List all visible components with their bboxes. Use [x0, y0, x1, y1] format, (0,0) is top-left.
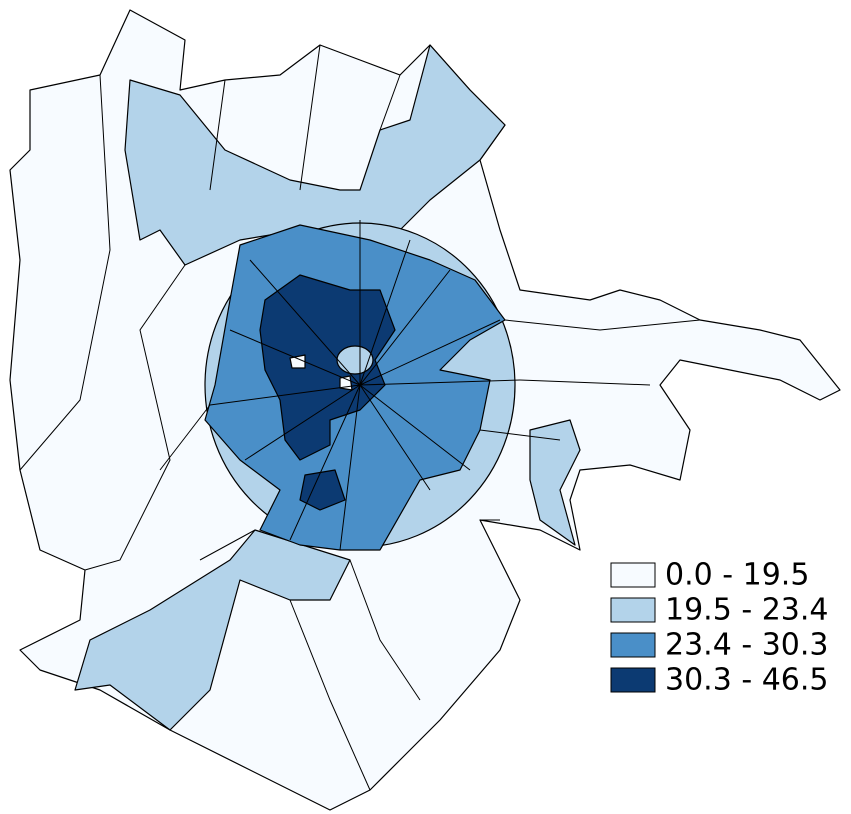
- legend-swatch: [610, 667, 656, 693]
- legend-swatch: [610, 632, 656, 658]
- districts: [9, 9, 841, 811]
- legend-label: 23.4 - 30.3: [665, 628, 829, 663]
- border: [209, 220, 521, 551]
- district: [336, 345, 374, 375]
- district: [259, 274, 396, 461]
- district: [299, 469, 346, 511]
- district: [124, 44, 506, 266]
- district: [289, 354, 306, 369]
- legend: 0.0 - 19.519.5 - 23.423.4 - 30.330.3 - 4…: [610, 558, 829, 698]
- district: [74, 529, 351, 731]
- legend-label: 0.0 - 19.5: [665, 558, 809, 593]
- legend-label: 19.5 - 23.4: [665, 593, 829, 628]
- district-borders: [19, 44, 701, 791]
- legend-swatch: [610, 597, 656, 623]
- legend-swatch: [610, 562, 656, 588]
- legend-label: 30.3 - 46.5: [665, 663, 829, 698]
- district: [529, 419, 581, 546]
- border: [19, 44, 701, 791]
